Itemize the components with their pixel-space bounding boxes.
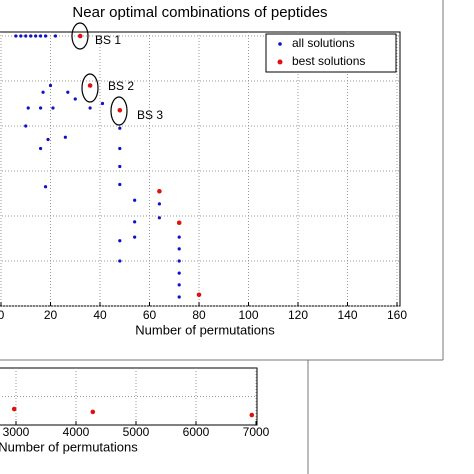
- point: [51, 106, 55, 110]
- legend-box: [265, 33, 397, 73]
- plot-area: [0, 31, 401, 307]
- point: [46, 137, 50, 142]
- point: [133, 198, 137, 202]
- point: [118, 182, 122, 187]
- point: [63, 135, 67, 139]
- x-tick-label: 80: [192, 308, 206, 322]
- x-tick-label: 40: [93, 308, 107, 322]
- point: [43, 34, 48, 38]
- x-tick-label: 100: [238, 308, 258, 322]
- point: [177, 295, 181, 299]
- point: [157, 202, 161, 206]
- point: [157, 216, 161, 220]
- point: [196, 292, 202, 298]
- x-tick-label: 5000: [123, 425, 150, 439]
- point: [177, 235, 181, 239]
- point: [77, 33, 83, 39]
- point: [19, 34, 23, 38]
- point: [176, 220, 182, 226]
- point: [117, 107, 123, 113]
- x-axis-label: Number of permutations: [135, 322, 275, 337]
- point: [133, 235, 137, 239]
- point: [11, 406, 17, 412]
- point: [24, 124, 28, 128]
- point: [14, 34, 18, 38]
- point: [34, 34, 38, 38]
- point: [66, 90, 70, 94]
- highlight-ellipse: [110, 96, 128, 126]
- x-tick-label: 0: [0, 308, 5, 322]
- point: [39, 34, 43, 38]
- x-axis-label: Number of permutations: [0, 439, 138, 454]
- legend-marker: [277, 59, 283, 65]
- point: [100, 101, 105, 106]
- point: [39, 106, 43, 110]
- point: [87, 83, 93, 88]
- highlight-ellipse: [71, 22, 89, 50]
- annotation: BS 3: [137, 108, 163, 122]
- point: [177, 283, 181, 287]
- point: [26, 106, 30, 110]
- point: [177, 271, 181, 275]
- point: [157, 188, 162, 194]
- x-tick-label: 3000: [3, 425, 30, 439]
- point: [53, 34, 58, 38]
- point: [41, 90, 45, 94]
- point: [73, 97, 77, 101]
- point: [118, 239, 122, 243]
- x-tick-label: 60: [143, 308, 157, 322]
- point: [118, 126, 122, 130]
- point: [249, 412, 255, 418]
- x-tick-label: 120: [288, 308, 308, 322]
- x-tick-label: 20: [44, 308, 58, 322]
- chart-title: Near optimal combinations of peptides: [72, 4, 327, 21]
- x-tick-label: 140: [337, 308, 357, 322]
- point: [177, 259, 181, 263]
- point: [118, 259, 122, 263]
- point: [48, 83, 53, 88]
- point: [43, 185, 48, 189]
- highlight-ellipse: [81, 73, 99, 103]
- x-tick-label: 6000: [183, 425, 210, 439]
- x-tick-label: 4000: [63, 425, 90, 439]
- annotation: BS 1: [95, 33, 121, 47]
- legend-label: all solutions: [292, 36, 355, 50]
- annotation: BS 2: [108, 79, 134, 93]
- x-tick-label: 160: [387, 308, 407, 322]
- x-tick-label: 7000: [243, 425, 270, 439]
- point: [177, 247, 181, 251]
- point: [90, 409, 96, 415]
- legend-marker: [278, 42, 282, 46]
- point: [39, 146, 43, 151]
- point: [133, 220, 137, 224]
- point: [24, 34, 28, 38]
- point: [29, 34, 33, 38]
- legend-label: best solutions: [292, 54, 365, 68]
- point: [118, 164, 122, 169]
- point: [88, 106, 92, 110]
- point: [118, 146, 122, 151]
